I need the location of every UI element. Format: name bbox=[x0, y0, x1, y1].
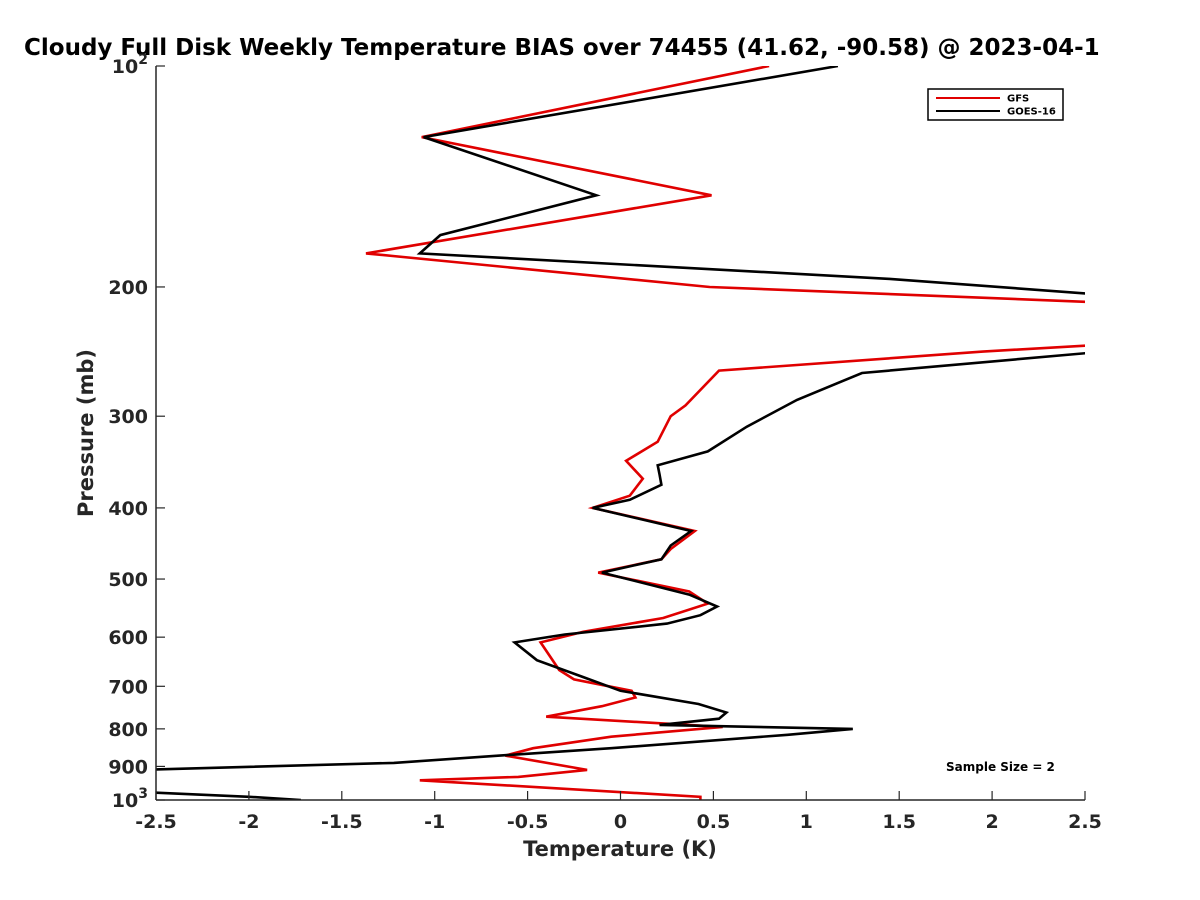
x-ticks: -2.5 -2 -1.5 -1 -0.5 0 0.5 1 1.5 2 2.5 bbox=[135, 791, 1102, 833]
chart-title: Cloudy Full Disk Weekly Temperature BIAS… bbox=[24, 35, 1100, 61]
x-axis-label: Temperature (K) bbox=[523, 837, 717, 861]
y-axis-label: Pressure (mb) bbox=[74, 349, 98, 517]
series-layer bbox=[156, 66, 1085, 800]
legend-label-gfs: GFS bbox=[1007, 94, 1029, 105]
y-tick-label: 102 bbox=[112, 52, 148, 78]
legend: GFS GOES-16 bbox=[927, 88, 1064, 121]
y-tick-label: 300 bbox=[108, 406, 148, 428]
series-line-goes16 bbox=[156, 66, 1085, 800]
x-tick-label: 0 bbox=[614, 811, 627, 833]
x-tick-label: -0.5 bbox=[507, 811, 549, 833]
legend-box bbox=[927, 88, 1064, 121]
x-tick-label: 2.5 bbox=[1068, 811, 1102, 833]
y-tick-label: 400 bbox=[108, 498, 148, 520]
y-tick-label: 700 bbox=[108, 676, 148, 698]
x-tick-label: 0.5 bbox=[697, 811, 731, 833]
y-tick-label: 900 bbox=[108, 756, 148, 778]
y-tick-label: 800 bbox=[108, 719, 148, 741]
x-tick-label: -1 bbox=[424, 811, 445, 833]
x-tick-label: -2 bbox=[238, 811, 259, 833]
y-ticks: 102 200 300 400 500 600 700 800 900 103 bbox=[108, 52, 165, 812]
x-tick-label: 1 bbox=[800, 811, 813, 833]
y-tick-label: 600 bbox=[108, 627, 148, 649]
y-tick-label: 103 bbox=[112, 786, 148, 812]
legend-label-goes16: GOES-16 bbox=[1007, 107, 1056, 118]
y-tick-label: 200 bbox=[108, 277, 148, 299]
sample-size-annotation: Sample Size = 2 bbox=[946, 760, 1055, 774]
x-tick-label: -2.5 bbox=[135, 811, 177, 833]
x-tick-label: 1.5 bbox=[882, 811, 916, 833]
x-tick-label: 2 bbox=[985, 811, 998, 833]
y-tick-label: 500 bbox=[108, 569, 148, 591]
x-tick-label: -1.5 bbox=[321, 811, 363, 833]
